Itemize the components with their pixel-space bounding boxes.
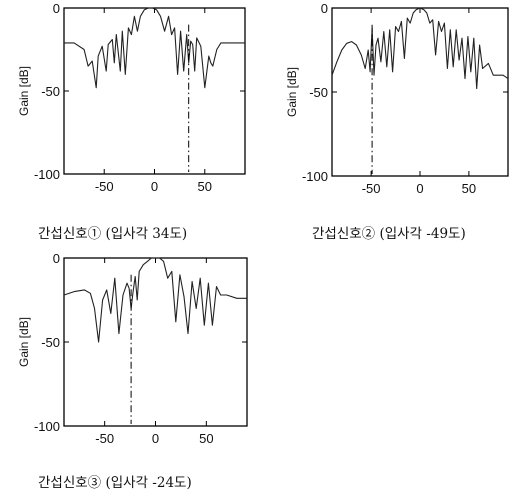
- y-axis-label: Gain [dB]: [17, 66, 31, 116]
- x-tick-label: 50: [199, 431, 213, 446]
- x-tick-label: 0: [416, 181, 423, 196]
- plot-3: -50 0 50 0 -50 -100 Gain [dB]: [17, 251, 248, 446]
- y-tick-label: -50: [309, 85, 328, 100]
- gain-curve: [63, 257, 247, 343]
- x-tick-label: 0: [151, 179, 158, 194]
- x-tick-label: 50: [198, 179, 212, 194]
- y-tick-label: -100: [34, 167, 60, 182]
- x-tick-label: -50: [95, 431, 114, 446]
- chart-caption-1: 간섭신호① (입사각 34도): [38, 226, 188, 242]
- y-tick-label: -50: [41, 335, 60, 350]
- y-tick-label: -50: [41, 84, 60, 99]
- x-tick-label: 50: [462, 181, 476, 196]
- plot-2: -50 0 50 0 -50 -100 Gain [dB]: [285, 1, 509, 196]
- x-tick-label: 0: [152, 431, 159, 446]
- y-tick-label: 0: [53, 1, 60, 16]
- y-axis-label: Gain [dB]: [285, 67, 299, 117]
- plot-frame: [63, 257, 248, 427]
- y-tick-label: -100: [302, 169, 328, 184]
- x-tick-label: -50: [362, 181, 381, 196]
- plot-1: -50 0 50 0 -50 -100 Gain [dB]: [17, 1, 246, 194]
- gain-curve: [64, 7, 245, 89]
- plot-frame: [63, 7, 246, 175]
- chart-caption-3: 간섭신호③ (입사각 -24도): [38, 475, 192, 491]
- y-tick-label: 0: [53, 251, 60, 266]
- plot-frame: [331, 7, 509, 177]
- chart-caption-2: 간섭신호② (입사각 -49도): [312, 226, 466, 242]
- gain-curve: [331, 7, 509, 90]
- x-tick-label: -50: [95, 179, 114, 194]
- y-tick-label: 0: [321, 1, 328, 16]
- y-axis-label: Gain [dB]: [17, 317, 31, 367]
- y-tick-label: -100: [34, 419, 60, 434]
